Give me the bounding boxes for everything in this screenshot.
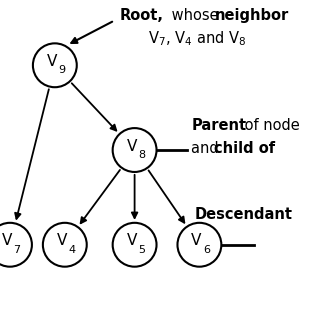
Text: V: V (2, 233, 12, 248)
Text: V: V (47, 54, 57, 69)
Text: Parent: Parent (191, 118, 246, 132)
Text: 4: 4 (68, 245, 75, 255)
Text: V: V (126, 139, 137, 154)
Text: 9: 9 (58, 65, 65, 75)
Text: child of: child of (214, 140, 276, 156)
Text: 5: 5 (138, 245, 145, 255)
Text: of node: of node (240, 118, 300, 132)
Text: V: V (191, 233, 202, 248)
Circle shape (0, 223, 32, 267)
Text: V$_7$, V$_4$ and V$_8$: V$_7$, V$_4$ and V$_8$ (148, 29, 246, 48)
Text: whose: whose (166, 8, 223, 23)
Text: 6: 6 (203, 245, 210, 255)
Text: Descendant: Descendant (195, 207, 292, 222)
Text: 7: 7 (13, 245, 20, 255)
Circle shape (113, 128, 156, 172)
Text: neighbor: neighbor (214, 8, 289, 23)
Circle shape (43, 223, 87, 267)
Text: V: V (57, 233, 67, 248)
Text: V: V (126, 233, 137, 248)
Circle shape (178, 223, 221, 267)
Circle shape (113, 223, 156, 267)
Circle shape (33, 43, 77, 87)
Text: Root,: Root, (120, 8, 164, 23)
Text: 8: 8 (138, 150, 145, 160)
Text: and: and (191, 140, 224, 156)
